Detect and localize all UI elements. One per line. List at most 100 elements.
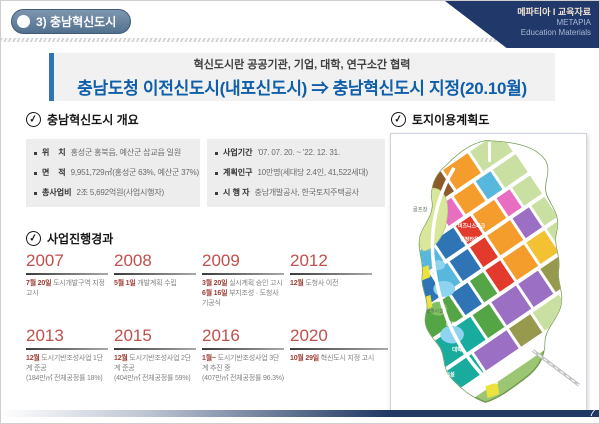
milestone-year: 2016: [202, 326, 240, 345]
overview-label: 사업기간: [223, 148, 253, 157]
milestone-desc: 도시기반조성사업 3단계 추진 중: [202, 355, 280, 373]
milestone-year: 2007: [26, 251, 64, 270]
milestone-line: 12월 도청사 이전: [290, 279, 372, 289]
overview-value: 2조 5,692억원(사업시행자): [76, 187, 164, 197]
bullet-icon: [215, 152, 218, 155]
progress-timeline: 2007 7월 20일 도시개발구역 지정 고시 2008 5월 1일 개발계획…: [26, 251, 388, 401]
milestone-rule: [202, 273, 284, 275]
check-circle-icon: ✓: [389, 110, 408, 129]
milestone-desc: 개발계획 수립: [137, 280, 177, 287]
title-box: 혁신도시란 공공기관, 기업, 대학, 연구소간 협력 충남도청 이전신도시(내…: [49, 53, 555, 101]
milestone-rule: [290, 273, 372, 275]
milestone-line: 7월 20일 도시개발구역 지정 고시: [26, 279, 108, 299]
milestone-desc: 부지조성 · 도청사 기공식: [202, 290, 279, 308]
overview-panel-right: 사업기간 '07. 07. 20. ~ '22. 12. 31. 계획인구 10…: [207, 139, 385, 207]
milestone-2013: 2013 12월 도시기반조성사업 1단계 준공 (184만㎡ 전체공정률 18…: [26, 326, 108, 384]
milestone-desc: 혁신도시 지정 고시: [320, 355, 375, 362]
milestone-desc: 실시계획 승인 고시: [229, 280, 283, 287]
milestone-date: 12월: [114, 355, 128, 362]
milestone-year: 2012: [290, 251, 328, 270]
bullet-icon: [34, 171, 37, 175]
milestone-2007: 2007 7월 20일 도시개발구역 지정 고시: [26, 251, 108, 299]
milestone-date: 1월~: [202, 355, 216, 362]
overview-label: 계획인구: [223, 167, 253, 177]
land-use-map: 골프장 문화시설 비즈니스파크 행정타운 대학 대학 산학협력시설 산업시설: [413, 140, 581, 403]
milestone-rule: [114, 273, 196, 275]
milestone-desc: 도시기반조성사업 1단계 준공: [26, 355, 103, 373]
milestone-2020: 2020 10월 29일 혁신도시 지정 고시: [290, 326, 388, 364]
milestone-line: 6월 16일 부지조성 · 도청사 기공식: [202, 289, 284, 309]
milestone-date: 5월 1일: [114, 280, 136, 287]
milestone-rule: [202, 348, 284, 350]
milestone-line: 10월 29일 혁신도시 지정 고시: [290, 354, 388, 364]
section-overview-title: 충남혁신도시 개요: [47, 113, 139, 127]
milestone-line: 3월 20일 실시계획 승인 고시: [202, 279, 284, 289]
milestone-date: 10월 29일: [290, 355, 319, 362]
map-label-admin: 행정타운: [460, 235, 479, 243]
milestone-year: 2008: [114, 251, 152, 270]
map-label-industry: 산업시설: [480, 377, 499, 385]
bullet-icon: [34, 152, 37, 155]
milestone-line: 12월 도시기반조성사업 2단계 준공: [114, 354, 196, 374]
milestone-2012: 2012 12월 도청사 이전: [290, 251, 372, 289]
page-number: 7: [589, 408, 595, 419]
milestone-year: 2009: [202, 251, 240, 270]
map-highway-dash: [532, 350, 580, 386]
milestone-2008: 2008 5월 1일 개발계획 수립: [114, 251, 196, 289]
map-label-golf: 골프장: [413, 206, 428, 213]
milestone-rule: [26, 348, 108, 350]
map-label-biz: 비즈니스파크: [458, 222, 486, 229]
overview-value: 10만명(세대당 2.4인, 41,522세대): [257, 167, 369, 177]
milestone-desc: 도시기반조성사업 2단계 준공: [114, 355, 191, 373]
overview-label: 총사업비: [42, 187, 72, 197]
milestone-rule: [114, 348, 196, 350]
milestone-rule: [26, 273, 108, 275]
overview-row-area: 면 적 9,951,729㎡(홍성군 63%, 예산군 37%): [34, 167, 199, 178]
milestone-line: 5월 1일 개발계획 수립: [114, 279, 196, 289]
circle-icon: [17, 15, 30, 28]
overview-value: 9,951,729㎡(홍성군 63%, 예산군 37%): [70, 167, 200, 177]
milestone-date: 7월 20일: [26, 280, 52, 287]
header-stripe-divider: [1, 38, 599, 42]
overview-row-period: 사업기간 '07. 07. 20. ~ '22. 12. 31.: [215, 148, 377, 158]
map-label-sanhak: 산학협력시설: [426, 370, 454, 378]
map-label-univ1: 대학: [446, 321, 456, 329]
section-overview-heading: ✓ 충남혁신도시 개요: [24, 110, 139, 129]
milestone-line: 12월 도시기반조성사업 1단계 준공: [26, 354, 108, 374]
milestone-note: (407만㎡ 전체공정률 96.3%): [202, 375, 284, 383]
bullet-icon: [215, 191, 218, 195]
title-accent-bar: [49, 53, 54, 101]
page-title: 충남도청 이전신도시(내포신도시) ⇒ 충남혁신도시 지정(20.10월): [77, 78, 527, 98]
section-progress-title: 사업진행경과: [47, 232, 114, 246]
section-map-heading: ✓ 토지이용계획도: [389, 110, 489, 129]
map-label-culture: 문화시설: [426, 308, 443, 315]
milestone-date: 6월 16일: [202, 290, 228, 298]
brand-line-2: METAPIA: [556, 18, 591, 28]
brand-line-1: 메파티아 I 교육자료: [517, 7, 591, 17]
milestone-note: (404만㎡ 전체공정률 59%): [114, 375, 191, 383]
overview-value: '07. 07. 20. ~ '22. 12. 31.: [257, 148, 340, 157]
overview-label: 위 치: [42, 148, 66, 157]
map-parcels: [419, 140, 562, 403]
milestone-2015: 2015 12월 도시기반조성사업 2단계 준공 (404만㎡ 전체공정률 59…: [114, 326, 196, 384]
overview-row-budget: 총사업비 2조 5,692억원(사업시행자): [34, 188, 192, 198]
milestone-rule: [290, 348, 388, 350]
header-badge: 3) 충남혁신도시: [11, 9, 132, 34]
section-progress-heading: ✓ 사업진행경과: [24, 229, 114, 248]
overview-label: 면 적: [42, 167, 66, 177]
milestone-year: 2013: [26, 326, 64, 345]
overview-row-location: 위 치 홍성군 홍북읍, 예산군 삽교읍 일원: [34, 148, 192, 158]
footer-bar: [1, 410, 599, 417]
milestone-desc: 도청사 이전: [305, 280, 339, 287]
milestone-date: 3월 20일: [202, 280, 228, 287]
milestone-year: 2020: [290, 326, 328, 345]
overview-panel-left: 위 치 홍성군 홍북읍, 예산군 삽교읍 일원 면 적 9,951,729㎡(홍…: [26, 139, 200, 207]
bullet-icon: [34, 191, 37, 195]
overview-value: 홍성군 홍북읍, 예산군 삽교읍 일원: [70, 148, 182, 157]
overview-value: 충남개발공사, 한국토지주택공사: [254, 187, 359, 197]
land-use-map-frame: 골프장 문화시설 비즈니스파크 행정타운 대학 대학 산학협력시설 산업시설: [390, 133, 587, 413]
header-badge-label: 3) 충남혁신도시: [36, 15, 117, 29]
check-circle-icon: ✓: [24, 110, 43, 129]
check-circle-icon: ✓: [24, 229, 43, 248]
